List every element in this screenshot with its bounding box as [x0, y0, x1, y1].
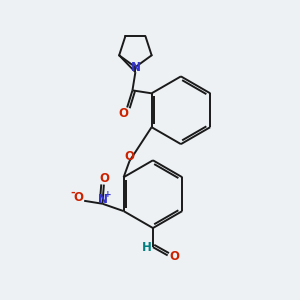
Text: H: H — [142, 241, 152, 254]
Text: N: N — [130, 61, 140, 74]
Text: -: - — [71, 188, 75, 197]
Text: O: O — [169, 250, 179, 263]
Text: +: + — [104, 190, 112, 199]
Text: N: N — [98, 193, 107, 206]
Text: O: O — [118, 107, 129, 120]
Text: O: O — [99, 172, 109, 185]
Text: O: O — [74, 191, 84, 204]
Text: O: O — [124, 150, 134, 163]
